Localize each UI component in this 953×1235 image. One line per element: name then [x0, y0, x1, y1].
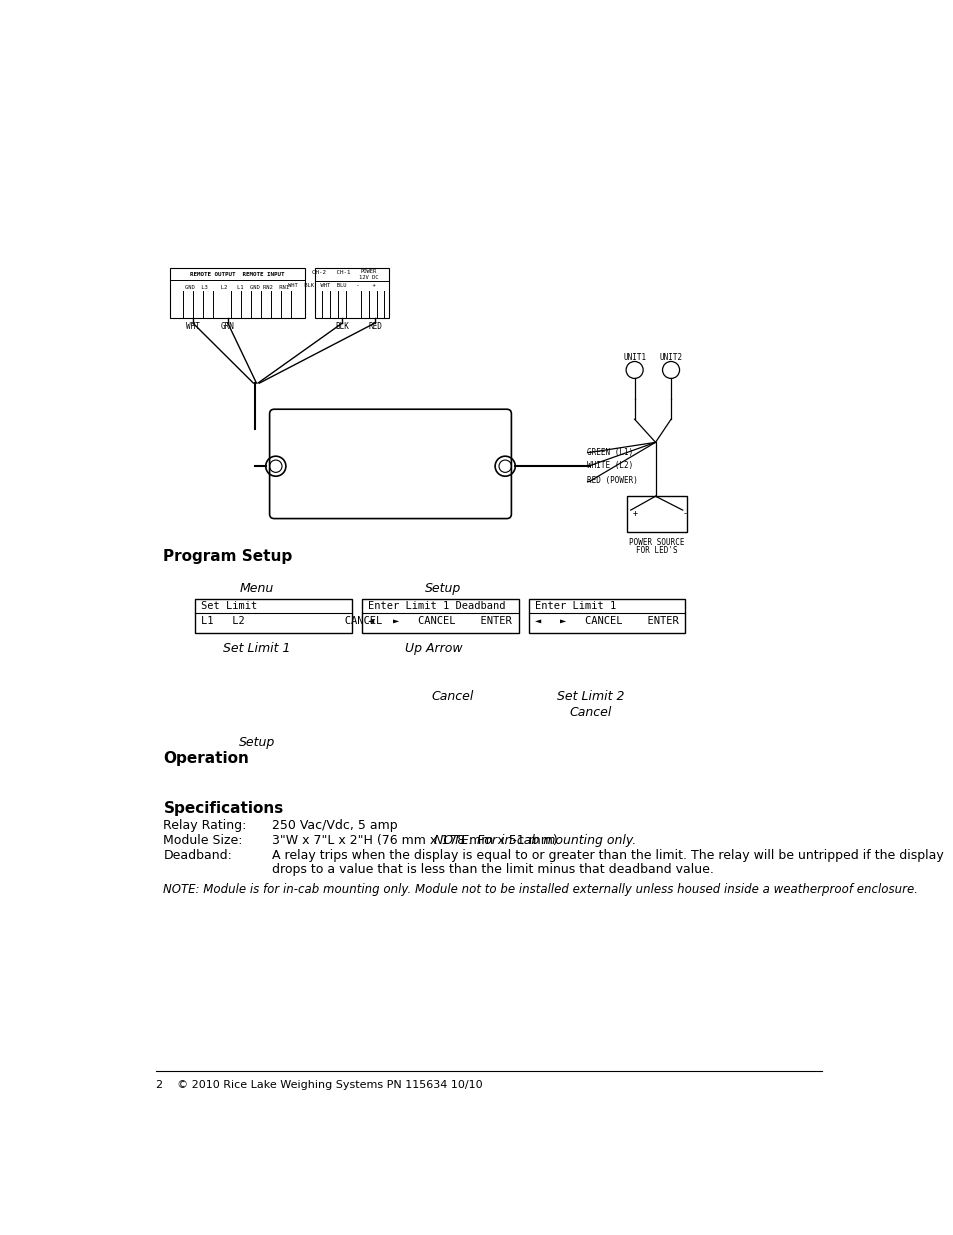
Bar	[529, 599, 684, 634]
Text: CH-2   CH-1: CH-2 CH-1	[312, 270, 351, 275]
Text: GRN: GRN	[220, 322, 234, 331]
Bar	[170, 268, 305, 317]
Text: L1   L2                CANCEL: L1 L2 CANCEL	[201, 616, 382, 626]
Text: 250 Vac/Vdc, 5 amp: 250 Vac/Vdc, 5 amp	[272, 819, 397, 831]
Text: Set Limit 1: Set Limit 1	[223, 642, 291, 656]
Text: REMOTE OUTPUT  REMOTE INPUT: REMOTE OUTPUT REMOTE INPUT	[190, 272, 284, 277]
Bar	[361, 599, 518, 634]
Bar	[626, 496, 686, 531]
Bar	[195, 599, 352, 634]
Text: +         -: + -	[633, 510, 687, 519]
Text: WHITE (L2): WHITE (L2)	[587, 461, 633, 471]
Text: Menu: Menu	[240, 582, 274, 595]
Text: RED: RED	[368, 322, 381, 331]
Text: Specifications: Specifications	[163, 802, 283, 816]
Text: RED (POWER): RED (POWER)	[587, 477, 638, 485]
FancyBboxPatch shape	[270, 409, 511, 519]
Text: ◄   ►   CANCEL    ENTER: ◄ ► CANCEL ENTER	[535, 616, 679, 626]
Text: GND  L3    L2   L1  GND RN2  RN1: GND L3 L2 L1 GND RN2 RN1	[185, 285, 289, 290]
Text: UNIT1: UNIT1	[622, 353, 645, 362]
Text: Program Setup: Program Setup	[163, 548, 293, 564]
Text: Enter Limit 1: Enter Limit 1	[535, 601, 616, 611]
Text: WHT  BLK  WHT  BLU   -    +: WHT BLK WHT BLU - +	[288, 283, 375, 288]
Bar	[314, 268, 389, 317]
Text: FOR LED'S: FOR LED'S	[636, 546, 677, 556]
Text: Up Arrow: Up Arrow	[405, 642, 462, 656]
Text: Set Limit: Set Limit	[201, 601, 257, 611]
Text: A relay trips when the display is equal to or greater than the limit. The relay : A relay trips when the display is equal …	[272, 850, 943, 862]
Text: Relay Rating:: Relay Rating:	[163, 819, 247, 831]
Text: Module Size:: Module Size:	[163, 834, 243, 847]
Text: Setup: Setup	[239, 736, 275, 750]
Text: drops to a value that is less than the limit minus that deadband value.: drops to a value that is less than the l…	[272, 863, 713, 876]
Text: Setup: Setup	[425, 582, 461, 595]
Text: ◄   ►   CANCEL    ENTER: ◄ ► CANCEL ENTER	[368, 616, 511, 626]
Text: NOTE: For in-cab mounting only.: NOTE: For in-cab mounting only.	[434, 834, 636, 847]
Text: Enter Limit 1 Deadband: Enter Limit 1 Deadband	[368, 601, 505, 611]
Text: GREEN (L1): GREEN (L1)	[587, 448, 633, 457]
Text: 12V DC: 12V DC	[358, 275, 378, 280]
Text: POWER: POWER	[360, 269, 376, 274]
Text: POWER SOURCE: POWER SOURCE	[628, 538, 683, 547]
Text: Cancel: Cancel	[431, 690, 474, 703]
Text: WHT: WHT	[186, 322, 199, 331]
Text: NOTE: Module is for in-cab mounting only. Module not to be installed externally : NOTE: Module is for in-cab mounting only…	[163, 883, 918, 897]
Text: 2    © 2010 Rice Lake Weighing Systems PN 115634 10/10: 2 © 2010 Rice Lake Weighing Systems PN 1…	[155, 1079, 482, 1089]
Text: Cancel: Cancel	[569, 706, 611, 719]
Text: Operation: Operation	[163, 751, 249, 766]
Text: 3"W x 7"L x 2"H (76 mm x 178 mm x 51 mm): 3"W x 7"L x 2"H (76 mm x 178 mm x 51 mm)	[272, 834, 561, 847]
Text: Set Limit 2: Set Limit 2	[557, 690, 623, 703]
Text: Deadband:: Deadband:	[163, 850, 233, 862]
Text: BLK: BLK	[335, 322, 349, 331]
Text: UNIT2: UNIT2	[659, 353, 682, 362]
